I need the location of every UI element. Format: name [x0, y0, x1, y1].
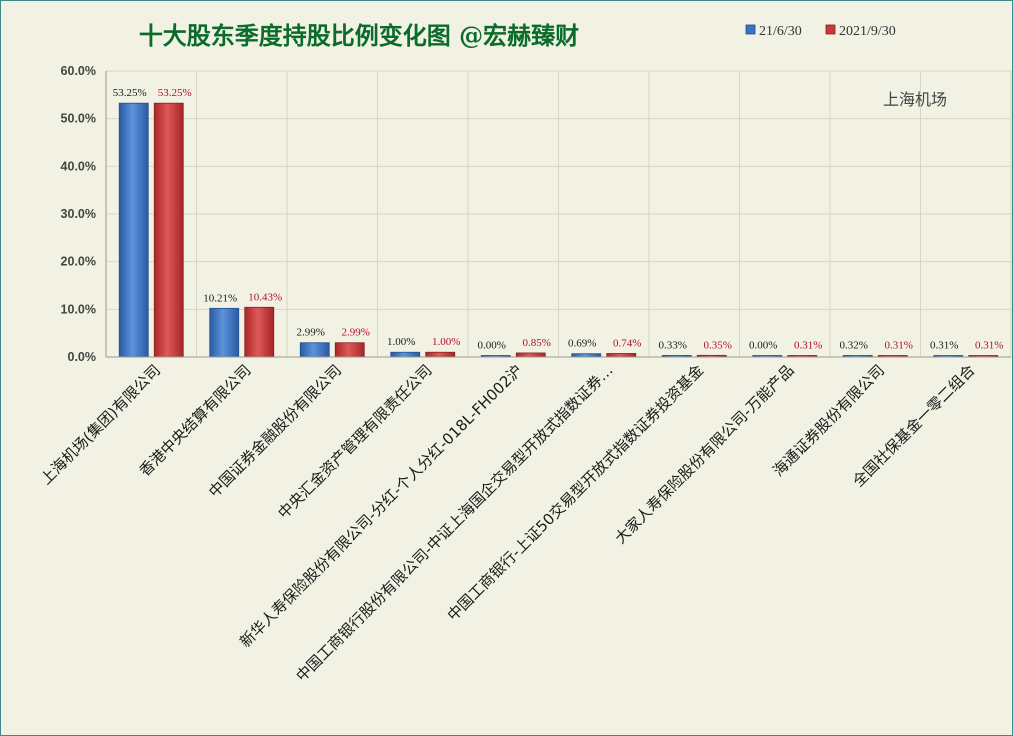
data-label-series-1-4: 1.00%: [387, 336, 415, 348]
x-tick-label-6: 中国工商银行股份有限公司-中证上海国企交易型开放式指数证券…: [292, 361, 616, 685]
data-label-series-2-9: 0.31%: [885, 340, 913, 352]
x-tick-label-4: 中央汇金资产管理有限责任公司: [274, 361, 435, 522]
data-label-series-1-6: 0.69%: [568, 338, 596, 350]
grid: [105, 70, 1012, 357]
y-tick-label: 20.0%: [61, 255, 96, 269]
data-label-series-2-8: 0.31%: [794, 340, 822, 352]
data-label-series-1-10: 0.31%: [930, 340, 958, 352]
chart-title: 十大股东季度持股比例变化图 @宏赫臻财: [139, 21, 579, 50]
legend-label-series-1: 21/6/30: [759, 24, 802, 39]
bar-series-2-2: [244, 306, 275, 358]
bar-series-1-1: [118, 102, 149, 358]
data-label-series-2-6: 0.74%: [613, 337, 641, 349]
bar-series-2-6: [606, 353, 637, 358]
y-tick-label: 10.0%: [61, 302, 96, 316]
data-label-series-2-1: 53.25%: [158, 87, 192, 99]
data-label-series-1-8: 0.00%: [749, 340, 777, 352]
y-tick-label: 40.0%: [61, 159, 96, 173]
data-labels: 53.25% 53.25% 10.21% 10.43% 2.99% 2.99% 1.00% 1…: [113, 87, 1004, 351]
y-tick-label: 60.0%: [61, 64, 96, 78]
bars: [118, 102, 999, 358]
y-tick-label: 0.0%: [68, 350, 97, 364]
y-tick-label: 50.0%: [61, 112, 96, 126]
legend-swatch-series-2: [825, 24, 836, 35]
bar-series-2-3: [334, 342, 365, 358]
bar-series-1-3: [299, 342, 330, 358]
legend-label-series-2: 2021/9/30: [839, 24, 896, 39]
chart-annotation: 上海机场: [883, 90, 947, 109]
data-label-series-2-3: 2.99%: [342, 327, 370, 339]
data-label-series-1-1: 53.25%: [113, 87, 147, 99]
bar-series-1-4: [390, 351, 421, 358]
bar-series-2-5: [515, 352, 546, 358]
bar-series-2-4: [425, 351, 456, 358]
data-label-series-2-2: 10.43%: [248, 291, 282, 303]
data-label-series-1-5: 0.00%: [478, 340, 506, 352]
data-label-series-1-2: 10.21%: [203, 292, 237, 304]
data-label-series-2-7: 0.35%: [704, 339, 732, 351]
legend-swatch-series-1: [745, 24, 756, 35]
data-label-series-2-10: 0.31%: [975, 340, 1003, 352]
data-label-series-2-4: 1.00%: [432, 336, 460, 348]
bar-series-1-2: [209, 307, 240, 358]
x-tick-label-8: 大家人寿保险股份有限公司-万能产品: [611, 361, 797, 547]
data-label-series-1-9: 0.32%: [840, 339, 868, 351]
y-tick-label: 30.0%: [61, 207, 96, 221]
legend: 21/6/30 2021/9/30: [745, 24, 896, 39]
bar-series-2-1: [153, 102, 184, 358]
data-label-series-1-7: 0.33%: [659, 339, 687, 351]
data-label-series-1-3: 2.99%: [297, 327, 325, 339]
data-label-series-2-5: 0.85%: [523, 337, 551, 349]
